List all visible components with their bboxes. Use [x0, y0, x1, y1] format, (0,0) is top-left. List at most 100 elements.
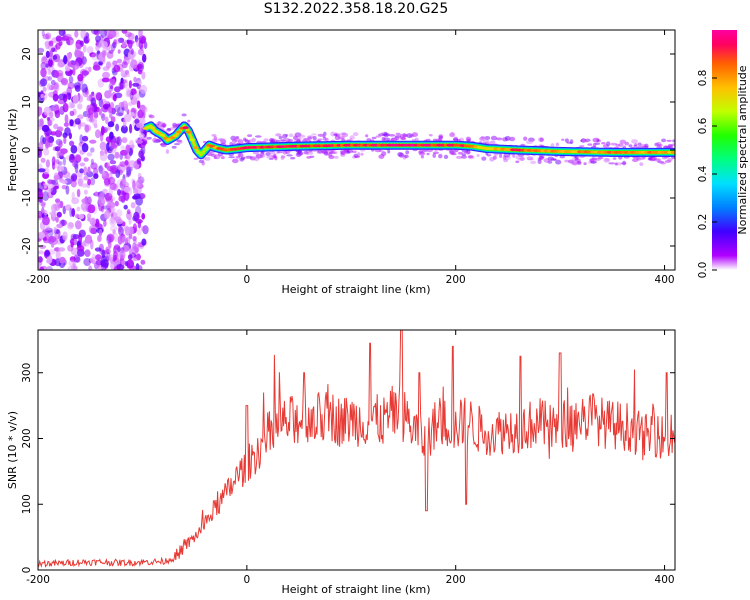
heatmap-cell [62, 171, 71, 179]
heatmap-cell [307, 135, 314, 139]
heatmap-cell [311, 133, 317, 136]
heatmap-cell [219, 137, 226, 142]
heatmap-cell [136, 253, 141, 261]
heatmap-cell [124, 31, 132, 38]
heatmap-cell [127, 254, 133, 260]
heatmap-cell [107, 200, 112, 206]
heatmap-cell [54, 109, 61, 119]
heatmap-cell [294, 137, 302, 141]
heatmap-cell [124, 160, 129, 166]
heatmap-cell [81, 56, 87, 65]
heatmap-cell [127, 40, 133, 49]
heatmap-cell [381, 136, 386, 142]
heatmap-cell [125, 173, 130, 178]
heatmap-cell [78, 229, 86, 238]
heatmap-cell [181, 113, 187, 117]
heatmap-cell [38, 106, 43, 116]
heatmap-cell [110, 206, 116, 214]
heatmap-cell [129, 91, 134, 101]
heatmap-cell [135, 122, 143, 128]
y-axis-label-top: Frequency (Hz) [6, 109, 19, 192]
heatmap-cell [49, 50, 53, 58]
heatmap-cell [126, 166, 132, 175]
heatmap-cell [641, 145, 649, 149]
heatmap-cell [100, 30, 107, 38]
heatmap-cell [354, 155, 361, 159]
heatmap-cell [70, 175, 75, 182]
x-axis-label-top: Height of straight line (km) [281, 283, 430, 296]
heatmap-cell [496, 137, 503, 141]
heatmap-cell [165, 149, 169, 154]
colorbar: 0.0 0.2 0.4 0.6 0.8 Normalized spectral ampl… [697, 30, 749, 278]
heatmap-cell [47, 83, 52, 91]
heatmap-cell [97, 196, 106, 207]
heatmap-cell [139, 133, 145, 138]
heatmap-cell [309, 155, 315, 158]
heatmap-cell [47, 68, 51, 76]
heatmap-cell [109, 225, 118, 232]
heatmap-cell [59, 165, 65, 172]
heatmap-cell [275, 133, 282, 137]
heatmap-cell [589, 158, 596, 162]
heatmap-cell [79, 168, 84, 174]
heatmap-cell [114, 92, 123, 99]
heatmap-cell [89, 217, 96, 226]
heatmap-cell [109, 160, 117, 165]
x-tick-label: 200 [446, 274, 466, 286]
heatmap-cell [77, 103, 83, 110]
heatmap-cell [82, 242, 90, 247]
heatmap-cell [112, 229, 116, 235]
heatmap-cell [74, 84, 81, 92]
heatmap-cell [40, 157, 46, 163]
heatmap-cell [316, 150, 324, 154]
heatmap-cell [111, 196, 116, 201]
heatmap-cell [105, 197, 114, 203]
heatmap-cell [137, 109, 144, 119]
heatmap-cell [121, 41, 127, 48]
heatmap-cell [97, 235, 102, 242]
heatmap-cell [404, 154, 409, 159]
heatmap-cell [63, 136, 67, 145]
heatmap-cell [639, 162, 644, 167]
ridge-peak [149, 126, 156, 130]
heatmap-cell [489, 140, 496, 145]
heatmap-cell [559, 155, 566, 159]
heatmap-cell [138, 150, 144, 158]
heatmap-noise-region [38, 30, 149, 270]
heatmap-cell [288, 139, 293, 143]
heatmap-cell [455, 155, 463, 159]
colorbar-tick-label: 0.2 [697, 214, 709, 231]
heatmap-cell [83, 258, 91, 266]
heatmap-cell [74, 118, 81, 125]
heatmap-cell [55, 216, 59, 223]
heatmap-cell [75, 213, 80, 219]
heatmap-cell [202, 140, 207, 144]
heatmap-cell [69, 140, 75, 147]
ridge-peak [186, 130, 192, 134]
heatmap-cell [99, 152, 108, 162]
heatmap-cell [467, 155, 474, 159]
heatmap-cell [606, 141, 611, 147]
heatmap-cell [141, 106, 148, 113]
heatmap-cell [81, 70, 90, 76]
figure-title: S132.2022.358.18.20.G25 [264, 1, 449, 17]
heatmap-cell [232, 158, 239, 164]
heatmap-cell [334, 151, 338, 155]
heatmap-cell [211, 138, 218, 143]
heatmap-cell [125, 144, 131, 154]
heatmap-cell [461, 153, 467, 157]
heatmap-cell [139, 84, 148, 94]
axes-ticks-top: -200 0 200 400 -20 -10 0 10 20 [21, 30, 675, 286]
heatmap-cell [69, 207, 73, 218]
heatmap-cell [108, 49, 114, 54]
x-tick-label: 200 [446, 574, 466, 586]
heatmap-cell [54, 44, 58, 53]
x-axis-label-bottom: Height of straight line (km) [281, 583, 430, 596]
heatmap-cell [126, 89, 131, 97]
heatmap-cell [167, 128, 172, 131]
heatmap-cell [113, 39, 117, 45]
heatmap-cell [138, 192, 146, 200]
heatmap-cell [101, 170, 110, 181]
heatmap-cell [476, 153, 480, 158]
heatmap-cell [113, 64, 121, 73]
